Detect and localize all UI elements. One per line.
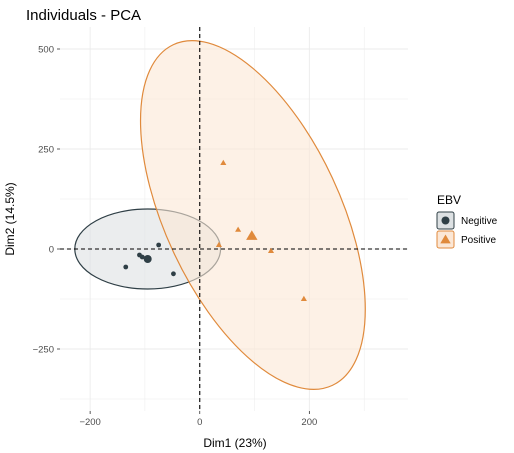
confidence-ellipses: [74, 40, 366, 390]
centroid-point: [246, 230, 258, 240]
legend-items: Negitive Positive: [436, 211, 498, 249]
data-point: [220, 159, 227, 165]
reference-lines: [60, 27, 408, 411]
legend-marker: [441, 216, 450, 225]
y-axis: 500 250 0 −250: [33, 45, 60, 356]
data-point: [300, 295, 307, 301]
y-tick-label: −250: [33, 345, 54, 356]
legend-title: EBV: [437, 193, 461, 207]
y-tick-label: 250: [38, 145, 54, 156]
centroid-point: [143, 255, 152, 263]
legend-marker: [440, 234, 451, 244]
data-point: [267, 247, 275, 253]
x-tick-label: 0: [197, 417, 202, 428]
x-tick-label: 200: [301, 417, 317, 428]
data-point: [235, 226, 242, 232]
data-point: [215, 241, 222, 247]
y-tick-label: 500: [38, 45, 54, 56]
legend-item: Negitive: [436, 211, 498, 230]
x-axis: −200 0 200: [79, 411, 317, 428]
chart-title: Individuals - PCA: [26, 7, 141, 24]
legend-item: Positive: [436, 230, 496, 249]
y-tick-label: 0: [49, 245, 54, 256]
legend-label: Negitive: [461, 216, 498, 227]
data-points: [123, 159, 307, 301]
data-point: [171, 271, 176, 277]
legend: EBV Negitive Positive: [436, 193, 498, 249]
plot-area: [60, 27, 408, 411]
data-point: [123, 264, 129, 270]
x-axis-title: Dim1 (23%): [203, 436, 266, 450]
y-axis-title: Dim2 (14.5%): [3, 182, 17, 255]
data-point: [139, 254, 145, 260]
x-tick-label: −200: [79, 417, 100, 428]
data-point: [156, 242, 162, 248]
confidence-ellipse: [139, 40, 366, 390]
legend-label: Positive: [461, 235, 496, 246]
